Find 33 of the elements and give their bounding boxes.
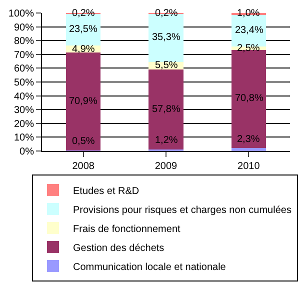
y-tick-label: 60% [14, 64, 34, 75]
y-tick-label: 0% [20, 146, 34, 158]
y-tick-label: 80% [14, 36, 34, 48]
x-tick-label: 2008 [72, 161, 95, 172]
data-label: 5,5% [155, 60, 178, 71]
data-label: 23,4% [235, 25, 264, 36]
y-tick-label: 30% [14, 105, 34, 116]
data-label: 4,9% [72, 44, 95, 55]
data-label: 0,2% [155, 8, 178, 19]
data-label: 1,0% [237, 8, 260, 19]
data-label: 0,2% [72, 8, 95, 19]
y-tick-label: 50% [14, 78, 34, 88]
y-tick-label: 10% [14, 132, 34, 144]
data-label: 70,9% [69, 96, 98, 107]
legend-label: Gestion des déchets [73, 242, 164, 254]
data-label: 35,3% [152, 32, 180, 43]
data-label: 0,5% [72, 136, 95, 147]
legend-label: Frais de fonctionnement [73, 224, 180, 235]
legend-label: Etudes et R&D [73, 186, 140, 197]
data-label: 2,3% [237, 134, 260, 145]
data-label: 1,2% [155, 135, 178, 146]
y-tick-label: 100% [8, 8, 34, 20]
y-tick-label: 20% [14, 118, 34, 130]
data-label: 57,8% [152, 104, 180, 115]
data-label: 70,8% [235, 93, 264, 104]
legend-label: Provisions pour risques et charges non cumulées [73, 204, 292, 216]
y-tick-label: 40% [14, 91, 34, 102]
y-tick-label: 70% [14, 50, 34, 61]
data-label: 23,5% [69, 24, 98, 35]
legend-label: Communication locale et nationale [73, 262, 226, 273]
x-tick-label: 2010 [238, 161, 260, 172]
x-tick-label: 2009 [154, 161, 178, 172]
y-tick-label: 90% [14, 22, 34, 34]
